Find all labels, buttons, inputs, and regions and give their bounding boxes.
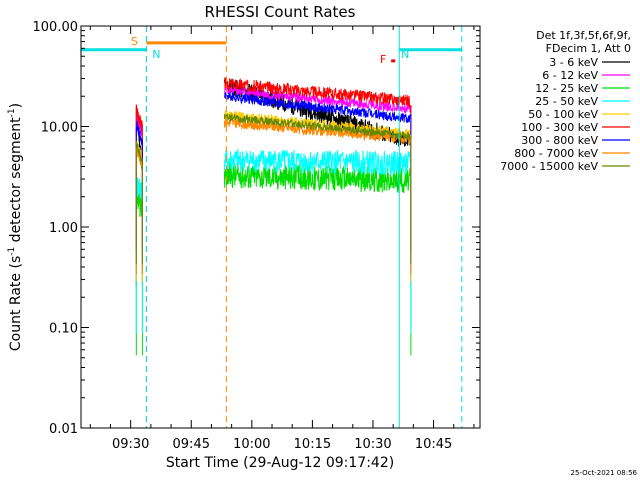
legend-label: 6 - 12 keV [542,69,598,82]
y-axis-label-part: detector segment [8,117,24,247]
x-axis: 09:30 09:45 10:00 10:15 10:30 10:45 [89,26,475,452]
legend-label: 50 - 100 keV [528,108,598,121]
series-line [223,92,412,253]
y-axis-label-superscript: -1 [7,108,17,117]
series-line [135,174,143,334]
legend-header-line: FDecim 1, Att 0 [546,42,631,55]
y-axis-label-part: Count Rate (s [8,256,24,351]
flag-label: S [131,35,138,48]
legend-label: 25 - 50 keV [535,95,598,108]
series-line [135,146,143,274]
legend-label: 100 - 300 keV [521,121,598,134]
plot-data-layer [135,77,412,356]
y-tick-label: 0.10 [49,322,78,337]
legend-label: 3 - 6 keV [549,56,598,69]
series-line [223,148,412,334]
x-tick-label: 09:45 [173,437,210,452]
series-line [135,104,143,245]
series-line [223,85,412,280]
legend: Det 1f,3f,5f,6f,9f, FDecim 1, Att 0 3 - … [500,29,631,173]
y-tick-label: 0.01 [49,422,78,437]
x-tick-label: 10:30 [354,437,391,452]
y-axis-label: Count Rate (s-1 detector segment-1) [7,103,24,351]
flag-label: F [380,53,386,66]
x-axis-label: Start Time (29-Aug-12 09:17:42) [166,455,394,471]
x-tick-label: 10:00 [233,437,270,452]
chart-title: RHESSI Count Rates [205,3,356,21]
series-line [223,161,412,356]
series-line [224,77,412,245]
legend-label: 300 - 800 keV [521,134,598,147]
legend-label: 800 - 7000 keV [514,147,598,160]
y-axis-label-superscript: -1 [7,247,17,256]
flag-label: N [401,48,409,61]
legend-label: 12 - 25 keV [535,82,598,95]
x-tick-label: 10:45 [415,437,452,452]
series-line [135,121,143,253]
x-tick-label: 10:15 [294,437,331,452]
y-tick-label: 100.00 [33,20,79,35]
legend-header-line: Det 1f,3f,5f,6f,9f, [536,29,631,42]
flags-layer: S N N F [80,26,463,428]
y-axis-label-part: ) [8,103,24,108]
series-line [223,113,412,265]
x-tick-label: 09:30 [112,437,149,452]
series-line [223,118,412,274]
y-axis: 0.01 0.10 1.00 10.00 100.00 [33,20,480,437]
legend-label: 7000 - 15000 keV [500,160,598,173]
date-stamp: 25-Oct-2021 08:56 [571,469,638,477]
series-line [135,140,143,265]
flag-label: N [152,48,160,61]
y-tick-label: 1.00 [49,221,78,236]
series-line [135,188,143,356]
y-tick-label: 10.00 [41,121,78,136]
